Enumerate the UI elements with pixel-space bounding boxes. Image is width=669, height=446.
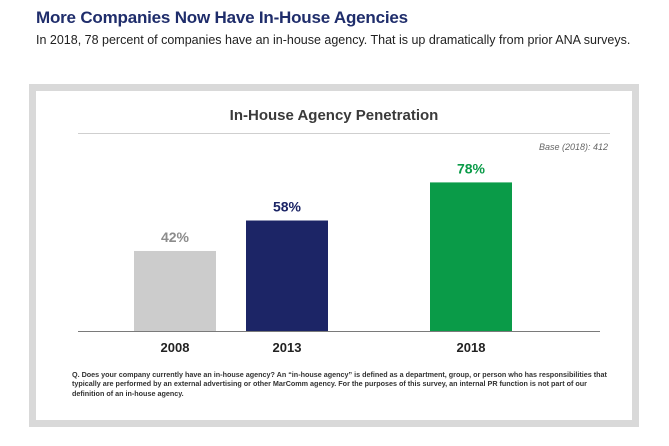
chart-frame: In-House Agency Penetration Base (2018):… [29, 84, 639, 427]
bar-2018 [430, 182, 512, 331]
x-tick-label-2008: 2008 [161, 340, 190, 355]
bar-2013 [246, 220, 328, 331]
x-tick-label-2013: 2013 [273, 340, 302, 355]
page-headline: More Companies Now Have In-House Agencie… [36, 8, 408, 27]
chart-title: In-House Agency Penetration [229, 107, 439, 124]
bar-chart: 42% 2008 58% 2013 78% 2018 [78, 160, 600, 355]
x-tick-label-2018: 2018 [457, 340, 486, 355]
bar-2008 [134, 250, 216, 331]
survey-question-footnote: Q. Does your company currently have an i… [72, 370, 607, 398]
value-label-2008: 42% [161, 229, 190, 245]
page-subheadline: In 2018, 78 percent of companies have an… [36, 33, 631, 47]
base-note: Base (2018): 412 [538, 142, 608, 152]
chart-panel: In-House Agency Penetration Base (2018):… [36, 91, 632, 420]
title-divider [78, 133, 610, 134]
value-label-2013: 58% [273, 199, 302, 215]
value-label-2018: 78% [457, 160, 486, 176]
